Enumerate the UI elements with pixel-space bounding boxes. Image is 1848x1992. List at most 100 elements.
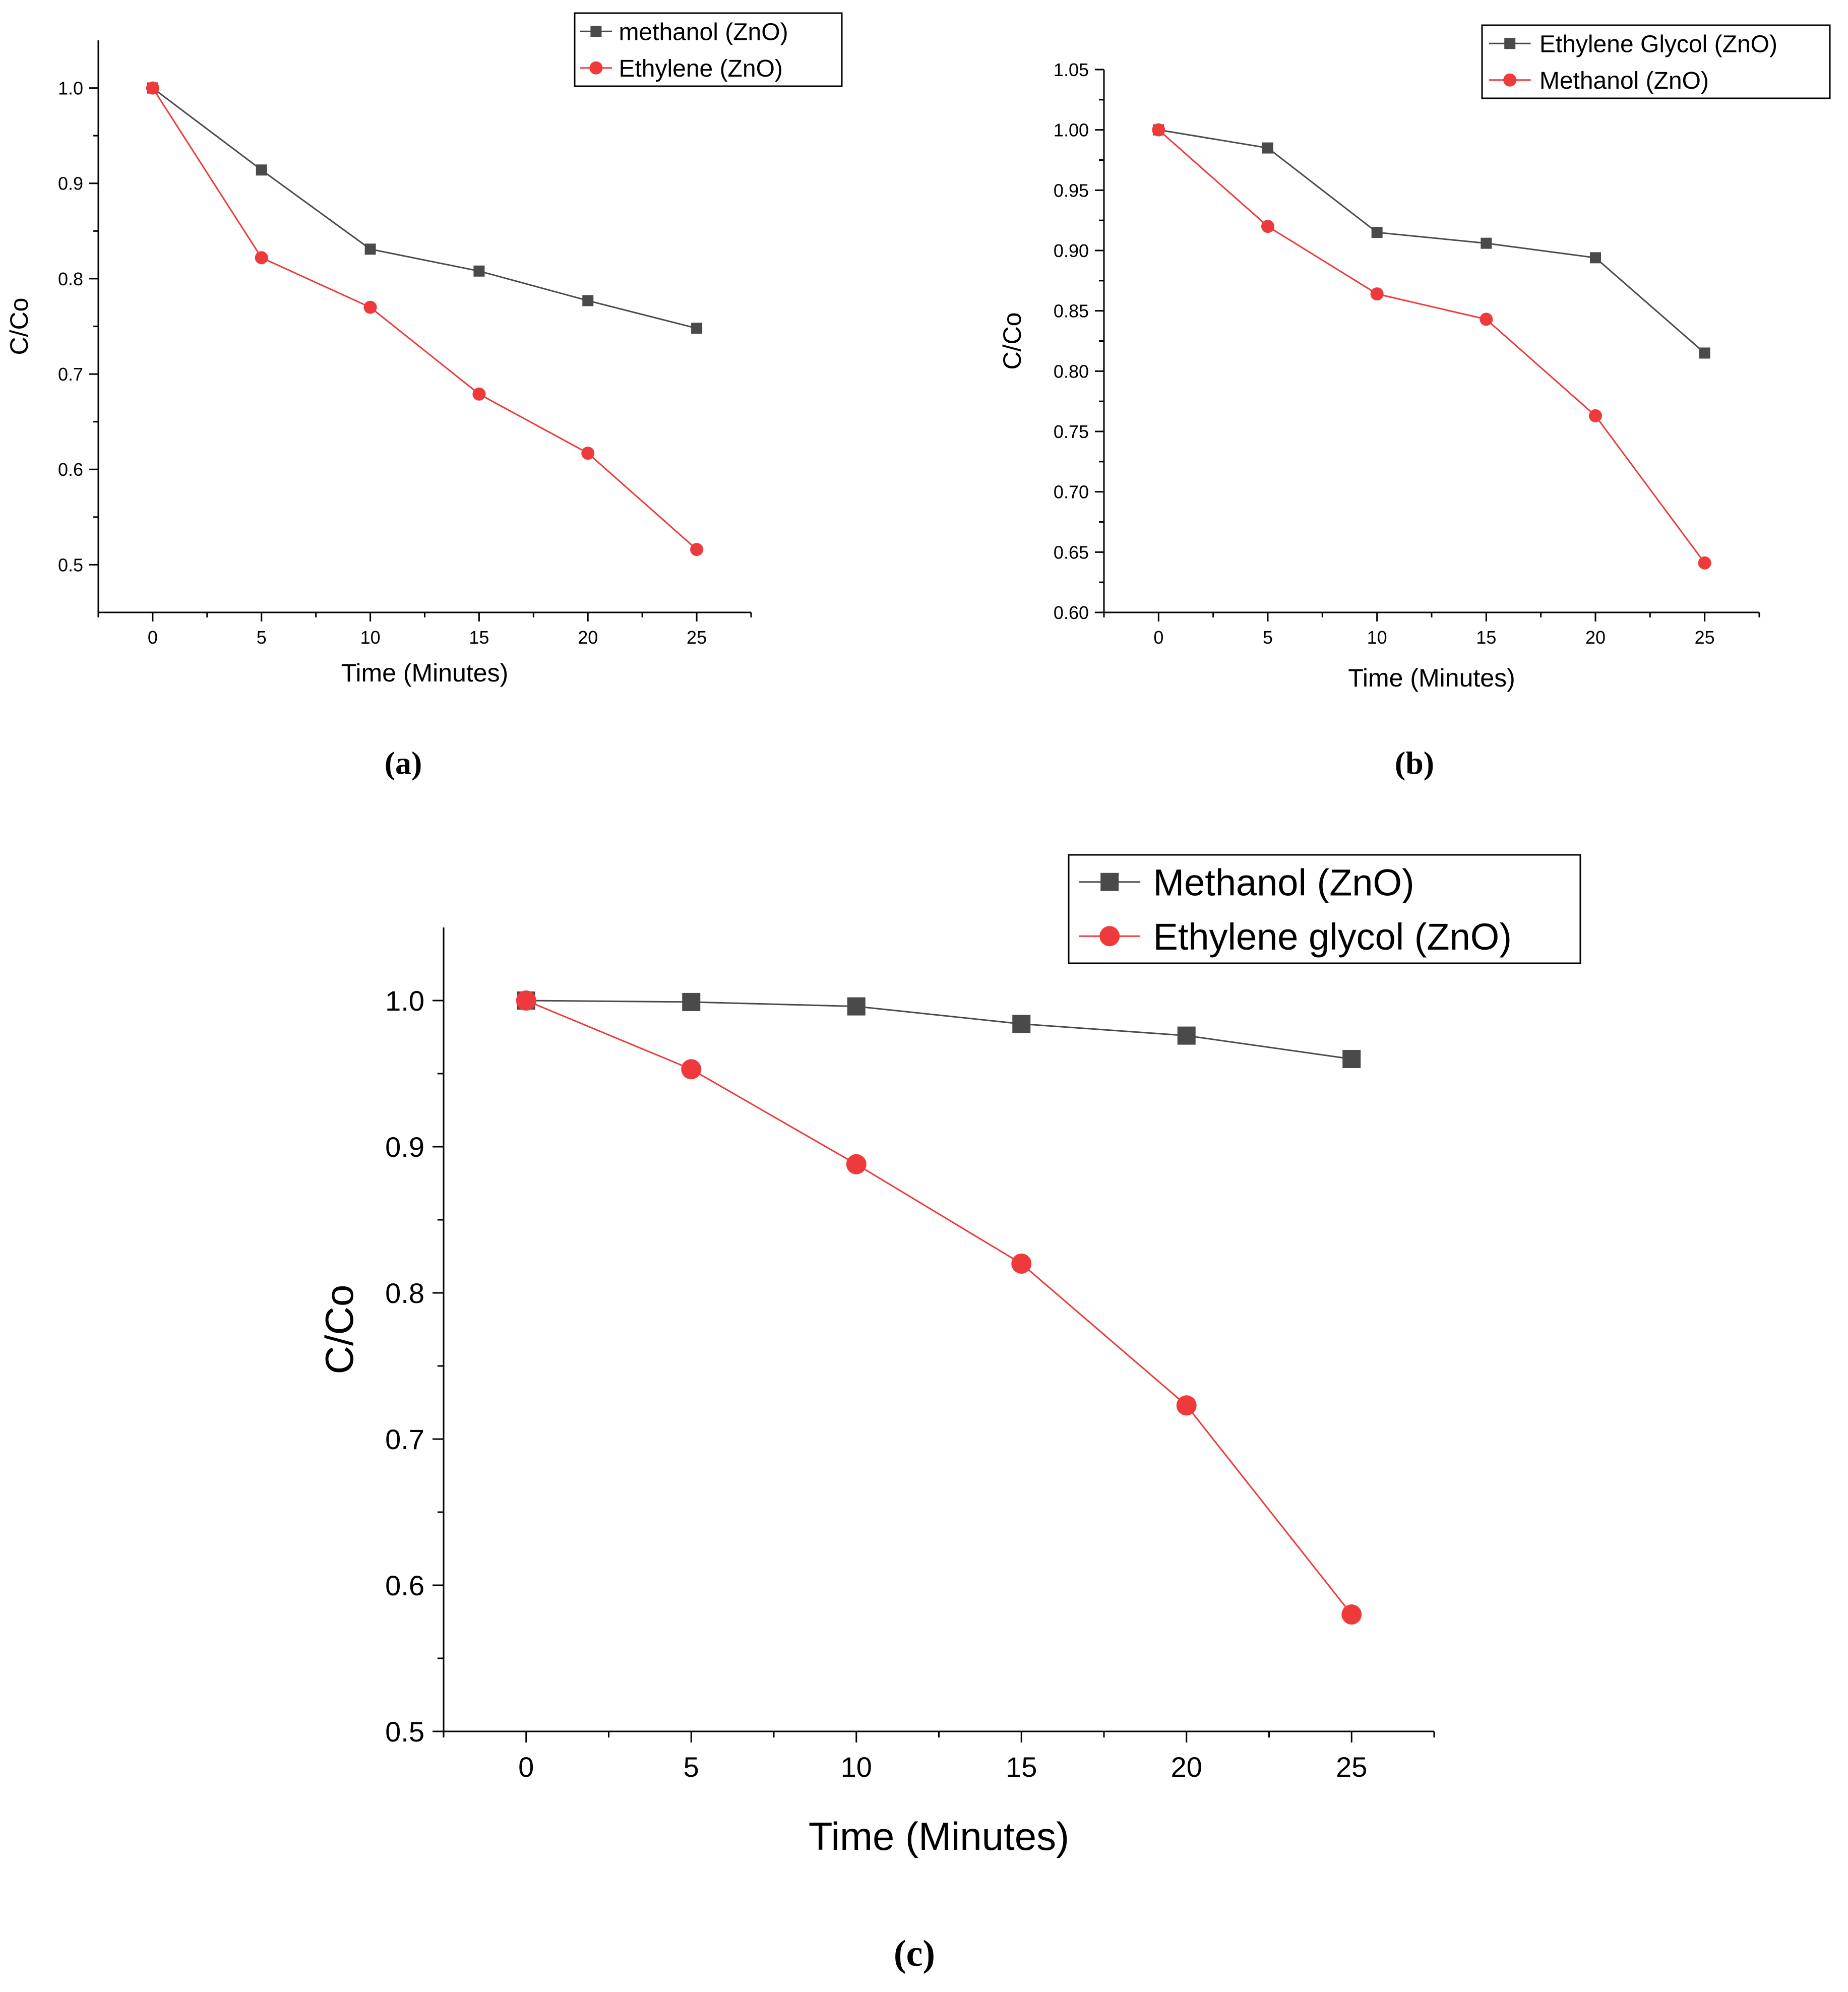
series-line <box>1158 129 1705 564</box>
data-point <box>1177 1026 1196 1045</box>
data-point <box>1261 220 1274 233</box>
x-axis-title: Time (Minutes) <box>1348 664 1515 692</box>
y-tick-label: 1.00 <box>1054 120 1089 141</box>
y-tick-label: 0.8 <box>385 1277 424 1309</box>
legend-marker <box>1503 73 1517 87</box>
x-tick-label: 20 <box>1585 627 1606 648</box>
x-tick-label: 10 <box>841 1751 872 1783</box>
legend-marker <box>589 61 603 75</box>
x-tick-label: 20 <box>578 627 598 648</box>
series-line <box>526 1000 1352 1615</box>
legend-box <box>574 12 843 87</box>
data-point <box>681 1059 702 1080</box>
series-2 <box>146 81 704 556</box>
y-tick-label: 0.6 <box>58 459 83 480</box>
y-tick-label: 0.7 <box>58 364 83 385</box>
y-tick-label: 1.0 <box>385 985 424 1017</box>
data-point <box>1342 1050 1361 1068</box>
data-point <box>363 300 377 314</box>
y-tick-label: 0.7 <box>385 1423 424 1455</box>
panel-label: (c) <box>894 1933 935 1974</box>
y-axis-title: C/Co <box>317 1285 361 1375</box>
legend-label: methanol (ZnO) <box>619 19 788 46</box>
x-tick-label: 0 <box>1153 627 1163 648</box>
x-tick-label: 15 <box>469 627 489 648</box>
y-tick-label: 0.6 <box>385 1570 424 1601</box>
data-point <box>256 164 267 176</box>
y-tick-label: 0.80 <box>1054 361 1089 382</box>
data-point <box>1590 252 1601 264</box>
data-point <box>581 447 595 460</box>
x-tick-label: 15 <box>1476 627 1496 648</box>
y-axis-title: C/Co <box>998 313 1026 370</box>
series-1 <box>517 991 1361 1068</box>
y-tick-label: 0.70 <box>1054 482 1089 503</box>
y-tick-label: 0.95 <box>1054 180 1089 201</box>
legend-label: Methanol (ZnO) <box>1153 861 1414 903</box>
chart-panel-a: 0.5 0.6 0.7 0.8 0.9 1.0 0 5 10 15 20 25 Time (Minute… <box>5 12 843 781</box>
data-point <box>1371 227 1383 238</box>
data-point <box>1152 123 1165 137</box>
chart-panel-c: 0.5 0.6 0.7 0.8 0.9 1.0 0 5 10 15 20 25 Time (Minute… <box>317 854 1581 1974</box>
data-point <box>1341 1604 1362 1625</box>
x-tick-label: 5 <box>257 627 267 648</box>
y-tick-label: 0.75 <box>1054 421 1089 442</box>
panel-label: (b) <box>1395 745 1434 781</box>
x-tick-label: 0 <box>518 1751 534 1783</box>
x-tick-label: 25 <box>687 627 707 648</box>
legend-label: Ethylene Glycol (ZnO) <box>1539 31 1777 58</box>
x-tick-label: 10 <box>360 627 381 648</box>
legend-marker <box>1504 38 1516 49</box>
data-point <box>1480 313 1493 326</box>
data-point <box>691 323 703 334</box>
data-point <box>472 387 486 401</box>
y-tick-label: 0.85 <box>1054 301 1089 322</box>
data-point <box>1176 1395 1197 1416</box>
series-2 <box>516 990 1362 1625</box>
x-tick-label: 25 <box>1695 627 1715 648</box>
y-tick-label: 0.9 <box>58 173 83 194</box>
legend-label: Methanol (ZnO) <box>1539 68 1709 94</box>
chart-panel-b: 0.60 0.65 0.70 0.75 0.80 0.85 0.90 0.95 1.00 1.05… <box>998 24 1831 781</box>
legend: Ethylene Glycol (ZnO) Methanol (ZnO) <box>1481 24 1831 99</box>
x-tick-label: 5 <box>684 1751 699 1783</box>
legend-marker <box>1100 873 1119 891</box>
legend-box <box>1481 24 1831 99</box>
data-point <box>1481 237 1492 249</box>
panel-label: (a) <box>385 745 422 781</box>
legend-marker <box>1099 926 1120 947</box>
data-point <box>516 990 536 1011</box>
y-tick-label: 0.8 <box>58 269 83 289</box>
data-point <box>847 997 866 1016</box>
y-tick-label: 0.5 <box>385 1716 424 1748</box>
series-line <box>152 87 697 329</box>
y-tick-label: 0.5 <box>58 554 83 575</box>
x-tick-label: 0 <box>148 627 158 648</box>
legend: Methanol (ZnO) Ethylene glycol (ZnO) <box>1068 854 1581 964</box>
legend-box <box>1068 854 1581 964</box>
data-point <box>1012 1015 1031 1033</box>
legend-marker <box>590 26 602 37</box>
data-point <box>682 992 701 1011</box>
x-tick-label: 15 <box>1006 1751 1037 1783</box>
series-line <box>526 1000 1352 1060</box>
y-tick-label: 0.65 <box>1054 542 1089 563</box>
data-point <box>1589 409 1602 422</box>
data-point <box>1370 287 1384 301</box>
x-axis-title: Time (Minutes) <box>341 659 509 687</box>
series-line <box>1158 129 1705 354</box>
x-tick-label: 25 <box>1336 1751 1367 1783</box>
series-1 <box>147 82 703 334</box>
x-tick-label: 10 <box>1367 627 1387 648</box>
x-tick-label: 5 <box>1263 627 1273 648</box>
data-point <box>146 81 159 95</box>
y-tick-label: 0.90 <box>1054 240 1089 261</box>
series-line <box>152 87 698 550</box>
data-point <box>1698 556 1711 570</box>
data-point <box>690 543 704 556</box>
legend-label: Ethylene (ZnO) <box>619 55 782 82</box>
data-point <box>255 251 268 265</box>
data-point <box>846 1154 867 1174</box>
x-tick-label: 20 <box>1171 1751 1202 1783</box>
